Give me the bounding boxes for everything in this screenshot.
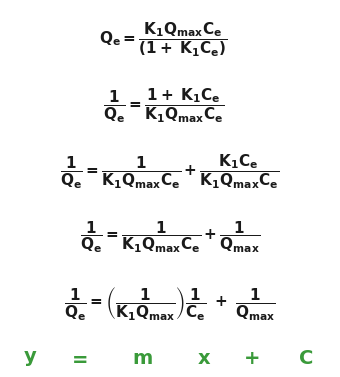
Text: $\mathbf{Q_e = \dfrac{K_1Q_{max}C_e}{(1+\ K_1C_e)}}$: $\mathbf{Q_e = \dfrac{K_1Q_{max}C_e}{(1+… bbox=[99, 20, 227, 59]
Text: $\mathbf{\dfrac{1}{Q_e} = \dfrac{1+\ K_1C_e}{K_1Q_{max}C_e}}$: $\mathbf{\dfrac{1}{Q_e} = \dfrac{1+\ K_1… bbox=[103, 86, 224, 125]
Text: $\mathbf{=}$: $\mathbf{=}$ bbox=[68, 349, 88, 368]
Text: $\mathbf{\dfrac{1}{Q_e} = \dfrac{1}{K_1Q_{max}C_e} + \dfrac{1}{Q_{max}}}$: $\mathbf{\dfrac{1}{Q_e} = \dfrac{1}{K_1Q… bbox=[80, 220, 260, 255]
Text: $\mathbf{+}$: $\mathbf{+}$ bbox=[243, 349, 260, 368]
Text: $\mathbf{C}$: $\mathbf{C}$ bbox=[299, 349, 313, 368]
Text: $\mathbf{m}$: $\mathbf{m}$ bbox=[132, 349, 153, 368]
Text: $\mathbf{\dfrac{1}{Q_e} = \left(\dfrac{1}{K_1Q_{max}}\right)\dfrac{1}{C_e}\ +\ \: $\mathbf{\dfrac{1}{Q_e} = \left(\dfrac{1… bbox=[64, 285, 276, 322]
Text: $\mathbf{y}$: $\mathbf{y}$ bbox=[23, 349, 38, 368]
Text: $\mathbf{\dfrac{1}{Q_e} = \dfrac{1}{K_1Q_{max}C_e} + \dfrac{K_1C_e}{K_1Q_{max}C_: $\mathbf{\dfrac{1}{Q_e} = \dfrac{1}{K_1Q… bbox=[60, 152, 280, 191]
Text: $\mathbf{x}$: $\mathbf{x}$ bbox=[197, 349, 211, 368]
